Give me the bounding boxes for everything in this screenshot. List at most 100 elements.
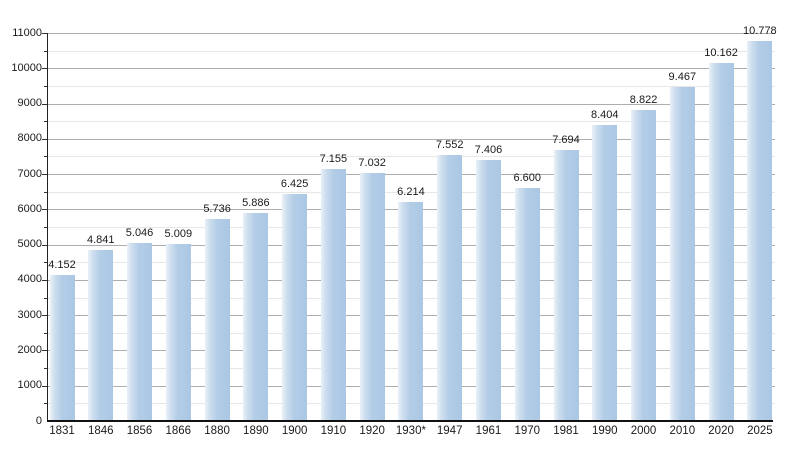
y-minor-tick-mark [44,332,47,334]
bar [592,124,618,421]
y-major-tick-mark [42,244,47,246]
y-minor-tick-mark [44,121,47,123]
y-minor-tick-mark [44,50,47,52]
x-axis-tick-label: 2010 [669,425,696,437]
y-minor-tick-mark [44,262,47,264]
y-minor-gridline [48,156,775,158]
y-major-tick-mark [42,350,47,352]
x-axis-tick-label: 1866 [165,425,192,437]
bar-value-label: 7.694 [552,133,580,146]
bar-value-label: 10.778 [743,24,777,37]
bar [320,168,346,421]
y-axis-tick-label: 2000 [17,343,42,356]
y-major-gridline [48,68,775,70]
x-axis-tick-label: 1900 [281,425,308,437]
y-minor-tick-mark [44,227,47,228]
bar [204,218,230,421]
bar-value-label: 8.404 [591,108,619,121]
bar-value-label: 7.155 [319,152,348,165]
x-axis-tick-label: 1961 [475,425,502,437]
y-major-tick-mark [42,385,47,387]
bar [553,149,579,421]
x-axis-tick-label: 1846 [87,425,114,437]
y-major-gridline [48,33,775,34]
y-minor-tick-mark [44,191,47,193]
bar-value-label: 7.032 [358,156,386,169]
x-axis-tick-label: 1970 [514,425,541,437]
bar [282,194,308,421]
y-axis-tick-label: 1000 [17,379,42,392]
y-axis-tick-label: 11000 [12,26,42,39]
x-axis-tick-label: 2000 [630,425,657,437]
bar-value-label: 7.552 [435,138,464,151]
y-minor-tick-mark [44,403,47,405]
y-axis-tick-label: 8000 [17,132,42,145]
bar-value-label: 6.425 [280,178,309,191]
bar [631,109,657,421]
y-major-gridline [48,138,775,140]
x-axis-tick-label: 1920 [359,425,385,437]
bar [88,250,114,421]
x-axis-tick-label: 2025 [747,425,773,437]
x-axis-tick-label: 1890 [243,425,269,437]
y-minor-tick-mark [44,85,47,87]
x-axis-tick-label: 1831 [49,425,75,437]
y-major-tick-mark [42,138,47,140]
bar-value-label: 5.009 [164,228,193,241]
y-minor-tick-mark [44,297,47,299]
y-axis-tick-label: 6000 [17,202,42,215]
bar [747,40,773,421]
bar-value-label: 6.600 [513,172,541,185]
y-major-tick-mark [42,209,47,211]
y-major-gridline [48,174,775,176]
y-minor-gridline [48,50,775,52]
bar [708,62,734,421]
x-axis-tick-label: 1856 [126,425,153,437]
bar [243,213,269,421]
y-minor-gridline [48,191,775,193]
bar [49,274,75,421]
x-axis-tick-label: 2020 [708,425,734,437]
bar-value-label: 4.152 [48,258,76,271]
bar [398,201,424,421]
x-axis-tick-label: 1990 [591,425,618,437]
bar-value-label: 7.406 [474,143,503,156]
y-major-tick-mark [42,279,47,281]
bar [127,243,153,421]
bar-value-label: 5.736 [203,202,231,215]
bar-value-label: 9.467 [668,71,697,84]
y-axis-tick-label: 3000 [17,308,42,321]
y-major-tick-mark [42,174,47,176]
y-major-tick-mark [42,103,47,105]
bar [437,154,463,421]
x-axis-line [47,420,773,422]
y-major-tick-mark [42,33,47,34]
y-minor-gridline [48,121,775,123]
bar-value-label: 8.822 [629,93,658,106]
bar-value-label: 6.214 [397,185,425,198]
bar [359,172,385,421]
y-axis-tick-label: 9000 [17,97,42,110]
bar-value-label: 5.046 [125,227,154,239]
bar [165,244,191,421]
x-axis-tick-label: 1910 [320,425,347,437]
bar [669,87,695,421]
y-axis-tick-label: 7000 [17,167,42,180]
y-minor-tick-mark [44,156,47,158]
bar-value-label: 4.841 [87,234,115,247]
y-axis-tick-label: 4000 [17,273,42,286]
y-axis-tick-label: 0 [35,414,42,427]
bar-value-label: 5.886 [242,197,270,210]
y-major-gridline [48,103,775,105]
y-major-tick-mark [42,315,47,317]
bar-value-label: 10.162 [704,46,738,59]
x-axis-tick-label: 1947 [436,425,463,437]
x-axis-tick-label: 1880 [204,425,230,437]
y-major-tick-mark [42,68,47,70]
bar [475,159,501,421]
y-axis-tick-label: 5000 [17,238,42,251]
y-minor-gridline [48,85,775,87]
x-axis-tick-label: 1981 [553,425,579,437]
y-minor-tick-mark [44,368,47,370]
